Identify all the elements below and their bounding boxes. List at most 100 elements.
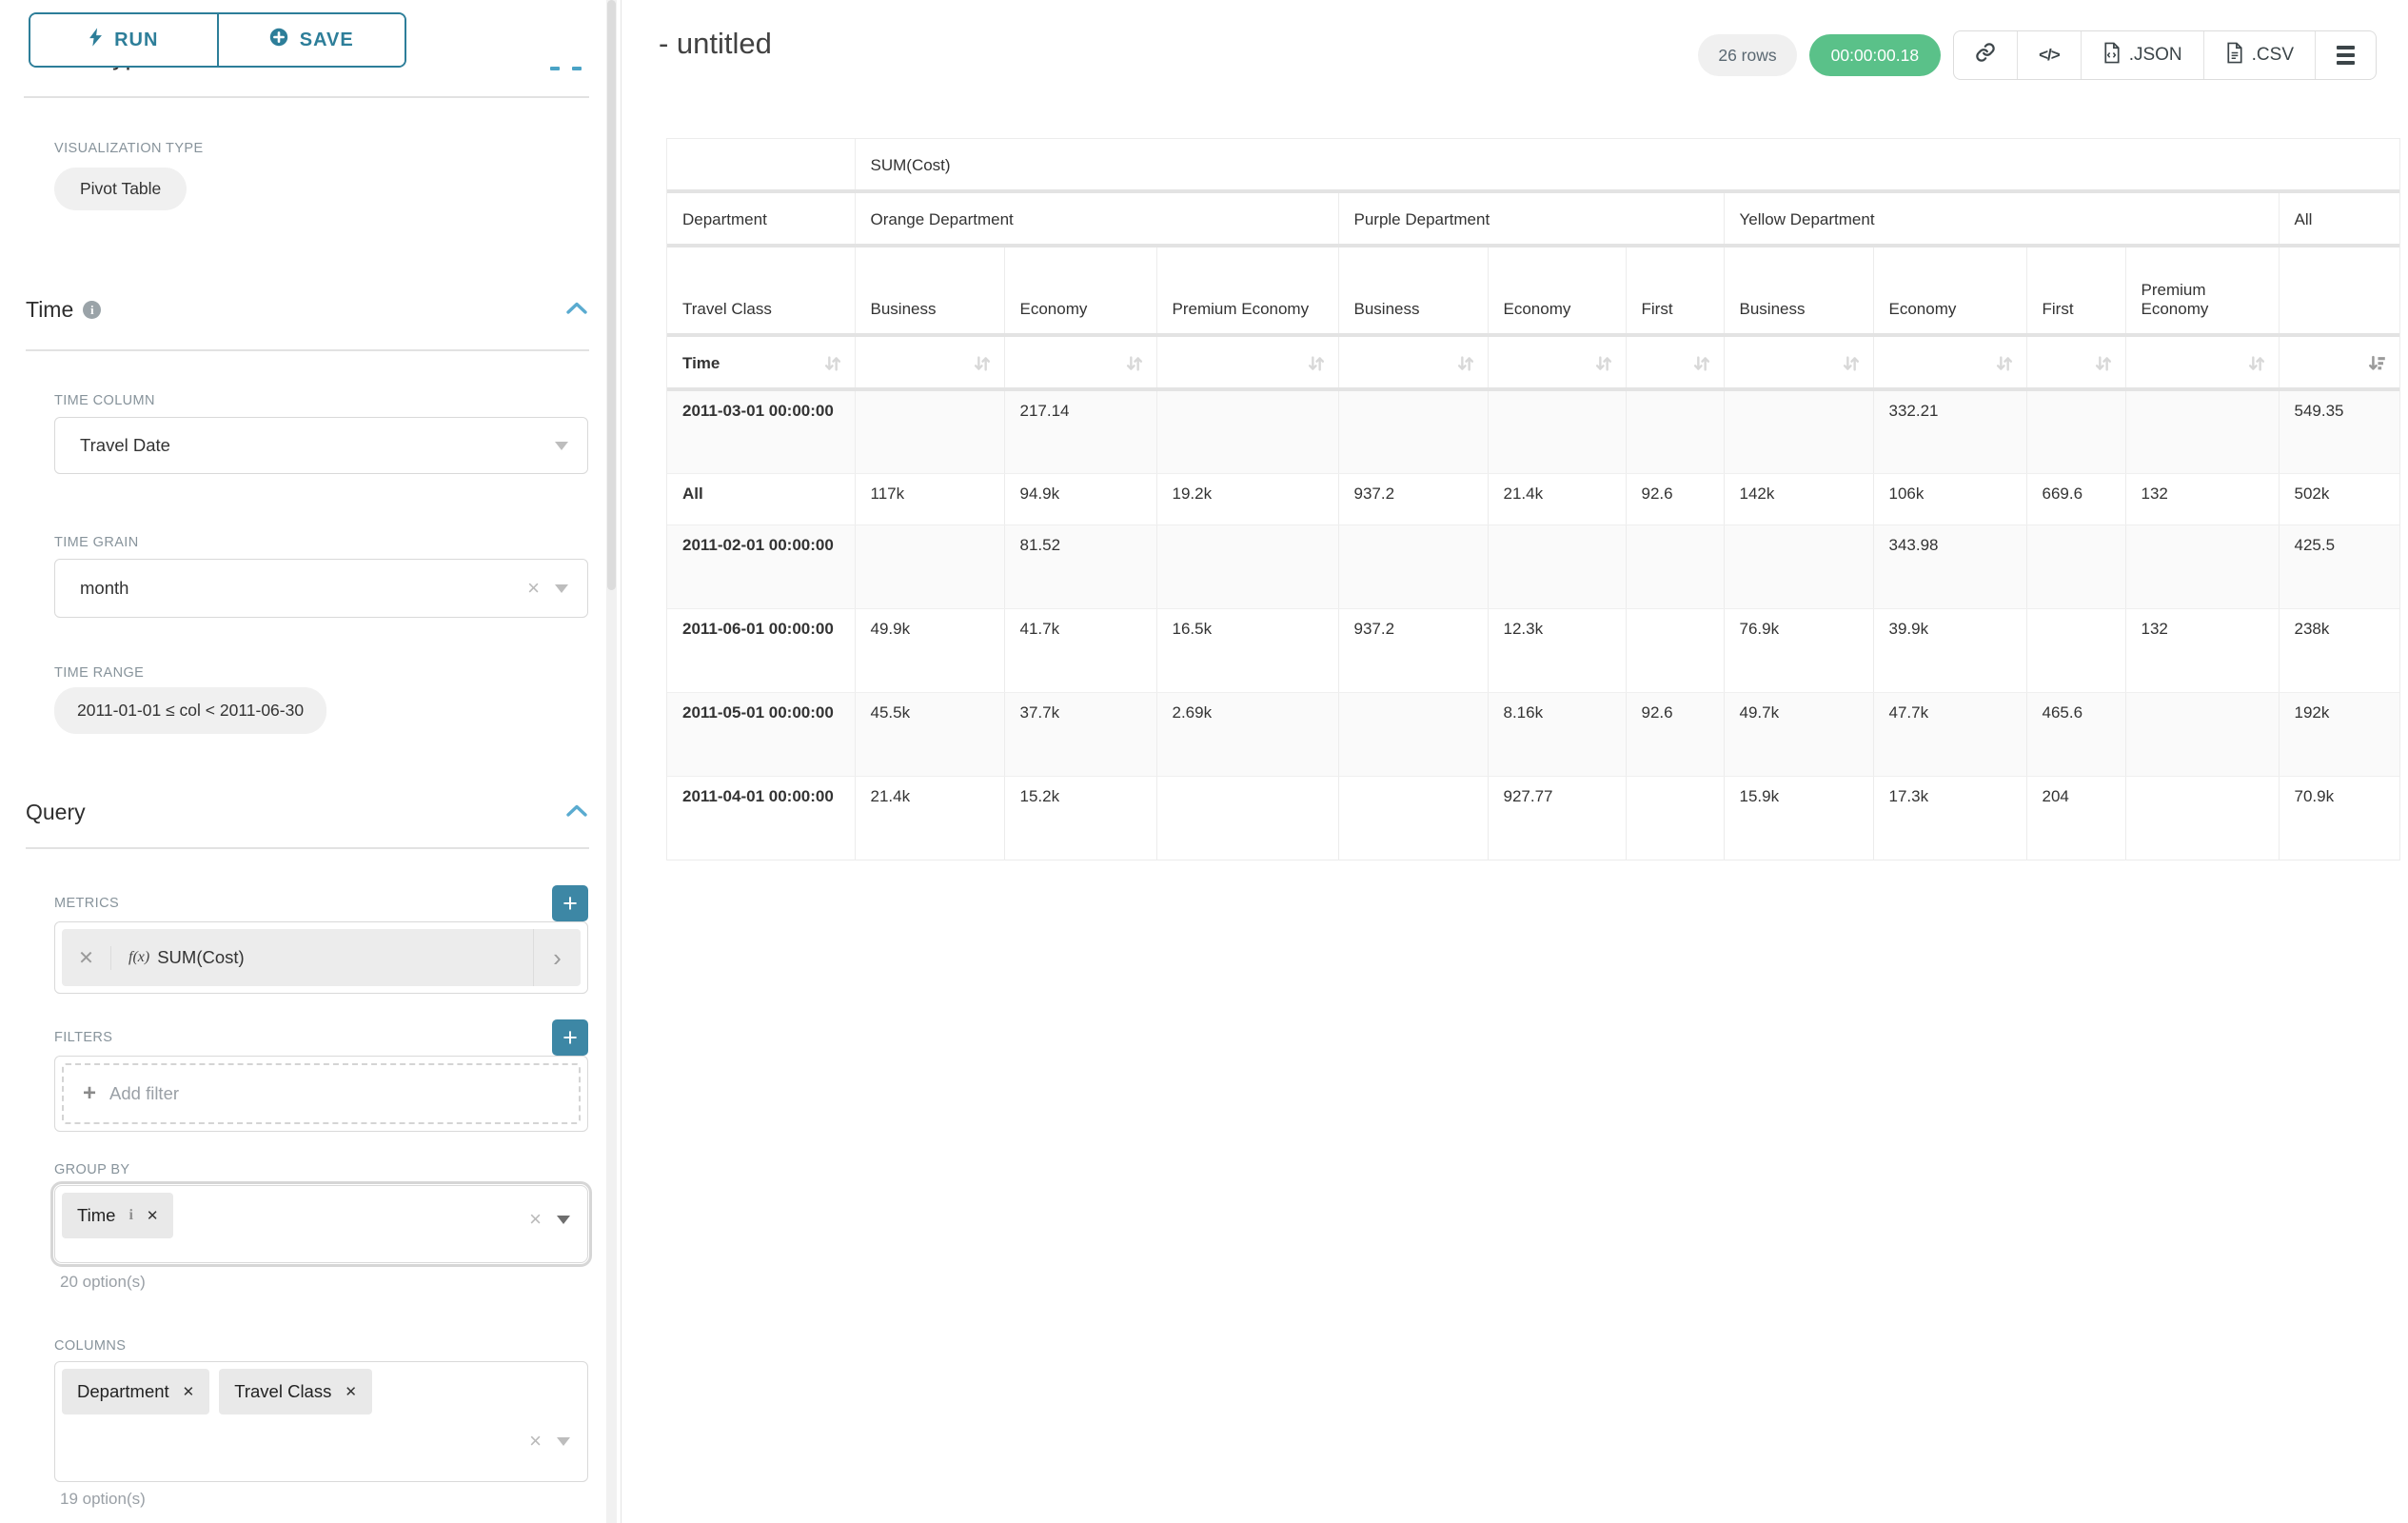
pivot-class-header: Business [1338,246,1489,337]
remove-tag-icon[interactable]: ✕ [345,1384,357,1400]
sort-icon[interactable] [1593,353,1614,374]
clear-icon[interactable]: × [527,576,540,600]
pivot-row-label: 2011-02-01 00:00:00 [667,524,856,609]
pivot-cell [2125,389,2280,474]
pivot-row-label: 2011-05-01 00:00:00 [667,692,856,777]
pivot-class-header: First [1626,246,1725,337]
chevron-right-icon[interactable]: › [533,929,581,986]
sort-icon[interactable] [972,353,993,374]
pivot-class-header: Business [1724,246,1874,337]
time-grain-select[interactable]: month × [54,559,588,618]
clipped-control-fragment [572,67,582,70]
remove-metric-icon[interactable]: ✕ [62,945,111,970]
pivot-department-header: All [2279,191,2400,247]
pivot-cell [1488,389,1627,474]
pivot-sort-cell [2026,335,2126,391]
pivot-cell: 142k [1724,473,1874,525]
add-filter-button[interactable]: + Add filter [62,1063,581,1124]
sort-icon[interactable] [1994,353,2015,374]
caret-down-icon [555,441,568,450]
row-count-badge: 26 rows [1698,34,1797,76]
pivot-row-label: 2011-03-01 00:00:00 [667,389,856,474]
sort-icon[interactable] [822,353,843,374]
sort-icon[interactable] [1306,353,1327,374]
pivot-class-header: Economy [1873,246,2027,337]
pivot-cell: 132 [2125,473,2280,525]
export-csv-button[interactable]: .CSV [2202,31,2315,79]
select-value-tag[interactable]: Department ✕ [62,1369,210,1414]
pivot-row-label: 2011-04-01 00:00:00 [667,776,856,860]
pivot-table: SUM(Cost) Department Orange Department Purp… [666,138,2400,860]
sort-icon[interactable] [2246,353,2267,374]
save-button[interactable]: SAVE [216,14,405,66]
pivot-cell: 41.7k [1004,608,1157,693]
pivot-cell [1156,524,1339,609]
metric-pill[interactable]: ✕ f(x) SUM(Cost) › [62,929,581,986]
pivot-cell: 37.7k [1004,692,1157,777]
more-menu-button[interactable] [2315,31,2376,79]
columns-select[interactable]: Department ✕ Travel Class ✕ × [54,1361,588,1482]
pivot-class-header: Economy [1004,246,1157,337]
time-range-pill[interactable]: 2011-01-01 ≤ col < 2011-06-30 [54,687,327,734]
info-icon: i [83,301,102,319]
pivot-row-label: 2011-06-01 00:00:00 [667,608,856,693]
pivot-cell: 94.9k [1004,473,1157,525]
embed-code-button[interactable]: </> [2017,31,2081,79]
pivot-cell [855,524,1005,609]
chevron-up-icon[interactable] [564,297,589,323]
sort-descending-icon[interactable] [2367,353,2388,374]
add-metric-button[interactable]: + [552,885,588,921]
copy-link-button[interactable] [1954,31,2017,79]
chart-title[interactable]: - untitled [659,27,772,60]
clear-icon[interactable]: × [529,1207,542,1231]
pivot-cell: 502k [2279,473,2400,525]
viz-type-pill[interactable]: Pivot Table [54,168,188,210]
clear-icon[interactable]: × [529,1429,542,1453]
csv-file-icon [2225,42,2244,69]
table-row: All 117k 94.9k 19.2k 937.2 21.4k 92.6 142k 106k 6… [667,473,2400,525]
section-divider [26,847,589,849]
query-section-header[interactable]: Query [26,800,589,825]
group-by-label: GROUP BY [54,1162,130,1177]
chevron-up-icon[interactable] [564,800,589,825]
remove-tag-icon[interactable]: ✕ [146,1208,159,1224]
pivot-sort-cell [1338,335,1489,391]
sort-icon[interactable] [1691,353,1712,374]
group-by-select[interactable]: Time i ✕ × [50,1181,592,1267]
pivot-cell: 204 [2026,776,2126,860]
pivot-cell: 21.4k [1488,473,1627,525]
sidebar-scrollbar-thumb[interactable] [607,0,616,590]
sort-icon[interactable] [1841,353,1862,374]
pivot-sort-cell [1156,335,1339,391]
sort-icon[interactable] [2093,353,2114,374]
remove-tag-icon[interactable]: ✕ [182,1384,195,1400]
panel-divider [621,0,622,1523]
time-grain-label: TIME GRAIN [54,535,139,550]
pivot-cell: 937.2 [1338,473,1489,525]
pivot-sort-cell [2125,335,2280,391]
add-filter-plus-button[interactable]: + [552,1019,588,1056]
pivot-sorted-column-cell [2279,335,2400,391]
pivot-cell: 238k [2279,608,2400,693]
run-button[interactable]: RUN [30,14,217,66]
sort-icon[interactable] [1124,353,1145,374]
pivot-row-label: All [667,473,856,525]
time-section-header[interactable]: Time i [26,297,589,323]
pivot-cell: 19.2k [1156,473,1339,525]
select-value-tag[interactable]: Travel Class ✕ [219,1369,372,1414]
time-column-select[interactable]: Travel Date [54,417,588,474]
pivot-cell [2026,389,2126,474]
info-icon: i [128,1207,133,1223]
pivot-cell: 425.5 [2279,524,2400,609]
code-icon: </> [2039,46,2061,64]
export-json-button[interactable]: .JSON [2080,31,2203,79]
sidebar-scrollbar[interactable] [606,0,617,1523]
section-divider [24,96,589,98]
pivot-cell: 8.16k [1488,692,1627,777]
filters-label: FILTERS [54,1030,113,1045]
json-file-icon [2102,42,2122,69]
sort-icon[interactable] [1455,353,1476,374]
time-range-label: TIME RANGE [54,665,145,681]
select-value-tag[interactable]: Time i ✕ [62,1193,174,1238]
